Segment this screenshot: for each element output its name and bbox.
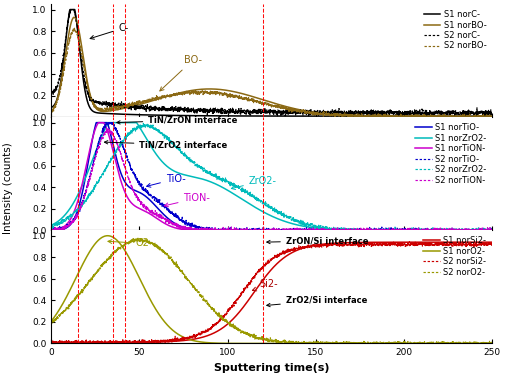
Text: ZrO2-: ZrO2- [231,176,277,190]
Text: TiON-: TiON- [164,193,211,207]
Text: TiO-: TiO- [146,174,186,187]
Text: Intensity (counts): Intensity (counts) [3,143,13,234]
Text: TiN/ZrON interface: TiN/ZrON interface [117,116,237,125]
Text: Si2-: Si2- [252,279,278,291]
X-axis label: Sputtering time(s): Sputtering time(s) [214,363,329,373]
Legend: S1 norSi2-, S1 norO2-, S2 norSi2-, S2 norO2-: S1 norSi2-, S1 norO2-, S2 norSi2-, S2 no… [422,234,488,278]
Legend: S1 norTiO-, S1 norZrO2-, S1 norTiON-, S2 norTiO-, S2 norZrO2-, S2 norTiON-: S1 norTiO-, S1 norZrO2-, S1 norTiON-, S2… [414,121,488,186]
Legend: S1 norC-, S1 norBO-, S2 norC-, S2 norBO-: S1 norC-, S1 norBO-, S2 norC-, S2 norBO- [422,8,488,52]
Text: ZrO2/Si interface: ZrO2/Si interface [267,296,367,307]
Text: BO-: BO- [160,55,201,91]
Text: O2-: O2- [108,239,153,248]
Text: TiN/ZrO2 interface: TiN/ZrO2 interface [105,140,228,149]
Text: C-: C- [90,23,128,39]
Text: ZrON/Si interface: ZrON/Si interface [267,236,368,245]
